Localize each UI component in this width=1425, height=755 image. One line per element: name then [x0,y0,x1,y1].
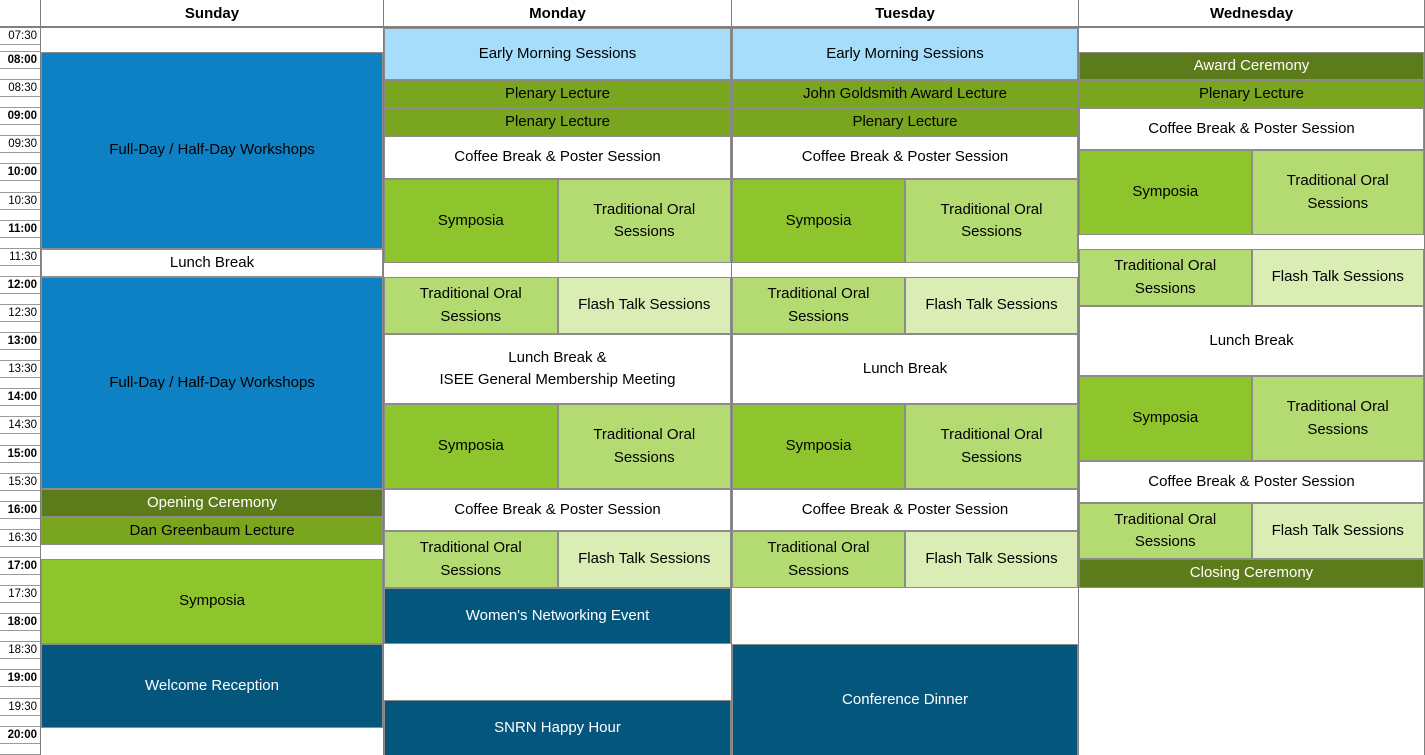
event-traditional-oral-am[interactable]: Traditional Oral Sessions [1251,150,1424,235]
event-coffee-poster-am[interactable]: Coffee Break & Poster Session [732,136,1078,179]
time-label: 12:30 [0,305,40,322]
time-label: 14:30 [0,417,40,435]
event-symposia-pm[interactable]: Symposia [384,404,558,489]
time-label: 18:00 [0,614,40,632]
event-lunch-break[interactable]: Lunch Break [732,334,1078,404]
event-snrn-happy-hour[interactable]: SNRN Happy Hour [384,700,731,755]
event-symposia-evening[interactable]: Symposia [41,559,383,644]
event-coffee-poster-pm[interactable]: Coffee Break & Poster Session [384,489,731,531]
time-label: 08:30 [0,80,40,98]
event-traditional-oral-pm[interactable]: Traditional Oral Sessions [905,404,1078,489]
event-flash-talks-late[interactable]: Flash Talk Sessions [557,531,731,588]
event-flash-talks-late[interactable]: Flash Talk Sessions [1251,503,1424,559]
event-lunch-break[interactable]: Lunch Break [41,249,383,277]
event-plenary-lecture-1[interactable]: Plenary Lecture [384,80,731,108]
time-column-header [0,0,40,28]
event-flash-talks-late[interactable]: Flash Talk Sessions [905,531,1078,588]
event-traditional-oral-late[interactable]: Traditional Oral Sessions [384,531,558,588]
event-coffee-poster-am[interactable]: Coffee Break & Poster Session [384,136,731,179]
time-label: 09:00 [0,108,40,126]
event-traditional-oral-pm[interactable]: Traditional Oral Sessions [1251,376,1424,461]
event-goldsmith-award-lecture[interactable]: John Goldsmith Award Lecture [732,80,1078,108]
time-label: 11:30 [0,249,40,266]
event-lunch-break[interactable]: Lunch Break [1079,306,1424,376]
time-label: 19:00 [0,670,40,688]
event-traditional-oral-midday[interactable]: Traditional Oral Sessions [1079,249,1252,306]
event-flash-talks-midday[interactable]: Flash Talk Sessions [905,277,1078,334]
time-label: 10:30 [0,193,40,210]
day-column-monday: Early Morning Sessions Plenary Lecture P… [383,28,731,755]
event-plenary-lecture-2[interactable]: Plenary Lecture [384,108,731,136]
time-label: 13:00 [0,333,40,351]
event-early-morning-sessions[interactable]: Early Morning Sessions [732,28,1078,80]
day-header-tuesday: Tuesday [731,0,1078,28]
day-header-wednesday: Wednesday [1078,0,1425,28]
time-label: 20:00 [0,727,40,744]
event-flash-talks-midday[interactable]: Flash Talk Sessions [557,277,731,334]
event-symposia-pm[interactable]: Symposia [732,404,905,489]
event-traditional-oral-am[interactable]: Traditional Oral Sessions [905,179,1078,263]
time-label: 10:00 [0,164,40,182]
event-workshops-afternoon[interactable]: Full-Day / Half-Day Workshops [41,277,383,489]
event-symposia-am[interactable]: Symposia [1079,150,1252,235]
time-label: 09:30 [0,136,40,154]
event-coffee-poster-am[interactable]: Coffee Break & Poster Session [1079,108,1424,150]
event-award-ceremony[interactable]: Award Ceremony [1079,52,1424,80]
event-symposia-pm[interactable]: Symposia [1079,376,1252,461]
event-dan-greenbaum-lecture[interactable]: Dan Greenbaum Lecture [41,517,383,545]
time-label: 17:30 [0,586,40,604]
time-label: 07:30 [0,28,40,45]
time-label: 12:00 [0,277,40,294]
day-header-sunday: Sunday [40,0,383,28]
event-traditional-oral-pm[interactable]: Traditional Oral Sessions [557,404,731,489]
event-opening-ceremony[interactable]: Opening Ceremony [41,489,383,517]
event-traditional-oral-midday[interactable]: Traditional Oral Sessions [384,277,558,334]
event-flash-talks-midday[interactable]: Flash Talk Sessions [1251,249,1424,306]
time-label: 16:00 [0,502,40,519]
time-axis: 07:30 08:00 08:30 09:00 09:30 10:00 10:3… [0,28,40,755]
time-label: 16:30 [0,530,40,547]
event-workshops-morning[interactable]: Full-Day / Half-Day Workshops [41,52,383,249]
event-plenary-lecture[interactable]: Plenary Lecture [732,108,1078,136]
event-early-morning-sessions[interactable]: Early Morning Sessions [384,28,731,80]
event-symposia-am[interactable]: Symposia [384,179,558,263]
time-label: 08:00 [0,52,40,69]
event-conference-dinner[interactable]: Conference Dinner [732,644,1078,755]
time-label: 18:30 [0,642,40,660]
event-traditional-oral-late[interactable]: Traditional Oral Sessions [1079,503,1252,559]
time-label: 17:00 [0,558,40,575]
event-lunch-isee-meeting[interactable]: Lunch Break & ISEE General Membership Me… [384,334,731,404]
event-plenary-lecture[interactable]: Plenary Lecture [1079,80,1424,108]
day-column-tuesday: Early Morning Sessions John Goldsmith Aw… [731,28,1078,755]
event-traditional-oral-am[interactable]: Traditional Oral Sessions [557,179,731,263]
event-closing-ceremony[interactable]: Closing Ceremony [1079,559,1424,588]
day-header-monday: Monday [383,0,731,28]
event-traditional-oral-late[interactable]: Traditional Oral Sessions [732,531,905,588]
time-label: 19:30 [0,699,40,716]
time-label: 15:30 [0,474,40,491]
day-column-sunday: Full-Day / Half-Day Workshops Lunch Brea… [40,28,383,755]
time-label: 11:00 [0,221,40,238]
event-womens-networking[interactable]: Women's Networking Event [384,588,731,644]
event-welcome-reception[interactable]: Welcome Reception [41,644,383,728]
event-traditional-oral-midday[interactable]: Traditional Oral Sessions [732,277,905,334]
time-label: 15:00 [0,446,40,463]
day-column-wednesday: Award Ceremony Plenary Lecture Coffee Br… [1078,28,1425,755]
event-symposia-am[interactable]: Symposia [732,179,905,263]
event-coffee-poster-pm[interactable]: Coffee Break & Poster Session [1079,461,1424,503]
time-label: 14:00 [0,389,40,407]
time-label: 13:30 [0,361,40,379]
event-coffee-poster-pm[interactable]: Coffee Break & Poster Session [732,489,1078,531]
